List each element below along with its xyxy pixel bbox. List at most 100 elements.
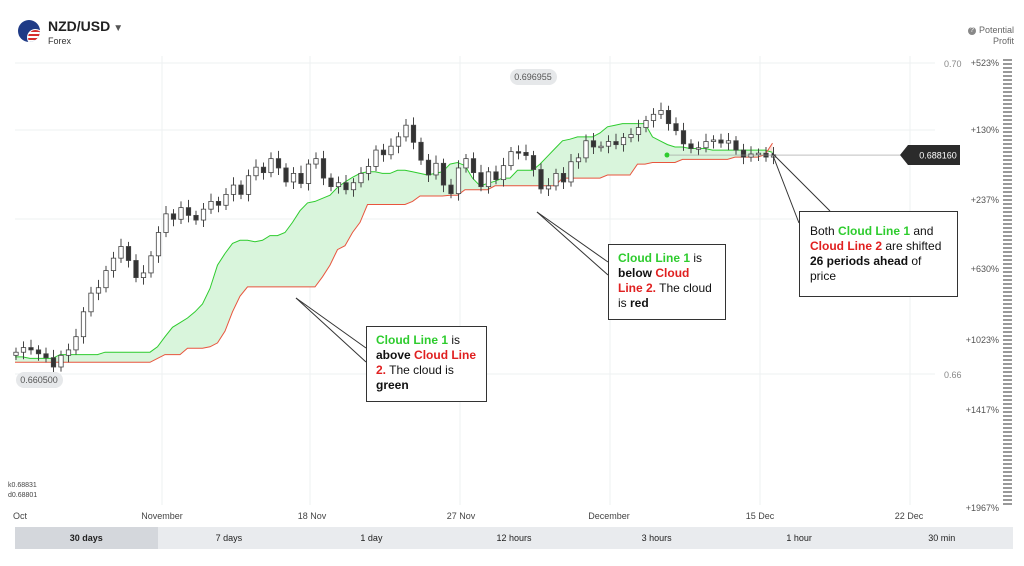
cloud-segment — [82, 354, 90, 363]
tab-30-min[interactable]: 30 min — [928, 533, 956, 543]
cloud-segment — [292, 210, 300, 287]
cloud-segment — [67, 354, 75, 363]
candle — [20, 347, 27, 353]
candle — [650, 113, 657, 121]
candle — [133, 260, 139, 278]
cloud-segment — [217, 253, 225, 343]
candle — [28, 347, 34, 351]
cloud-segment — [240, 240, 248, 297]
cloud-segment — [375, 171, 383, 205]
candle — [448, 184, 454, 195]
x-axis-label: 18 Nov — [298, 511, 327, 521]
candle — [230, 184, 237, 195]
cloud-segment — [315, 198, 323, 287]
cloud-segment — [135, 352, 143, 363]
tab-3-hours[interactable]: 3 hours — [641, 533, 672, 543]
x-axis-label: December — [588, 511, 630, 521]
y-price-tick: 0.66 — [944, 370, 962, 380]
cloud-segment — [405, 170, 413, 205]
current-price-label: 0.688160 — [919, 151, 957, 161]
tab-30-days[interactable]: 30 days — [15, 527, 158, 549]
candle — [635, 127, 642, 135]
cloud-segment — [90, 354, 98, 363]
cloud-segment — [210, 265, 218, 347]
instrument-category: Forex — [48, 36, 72, 46]
cloud-segment — [97, 352, 105, 363]
pointer-shift-a — [771, 152, 800, 224]
y-profit-tick: +523% — [971, 58, 999, 68]
nzd-usd-flag-icon — [18, 20, 40, 42]
cloud-segment — [345, 177, 353, 246]
candle — [193, 214, 199, 221]
potential-profit-line1: Potential — [978, 25, 1014, 35]
candle — [13, 351, 19, 356]
pointer-green-b — [295, 297, 367, 363]
callout-green-cloud: Cloud Line 1 is above Cloud Line 2. The … — [366, 326, 487, 402]
instrument-selector[interactable]: NZD/USD ▼ — [48, 18, 123, 34]
timeframe-tabs: 30 days 7 days 1 day 12 hours 3 hours 1 … — [15, 527, 1013, 549]
cloud-segment — [195, 304, 203, 349]
x-axis-label: November — [141, 511, 183, 521]
candle — [148, 255, 154, 274]
cloud-segment — [262, 235, 270, 287]
candle — [58, 354, 64, 368]
tab-12-hours[interactable]: 12 hours — [496, 533, 532, 543]
candle — [118, 246, 124, 259]
candle — [493, 171, 499, 181]
candle — [335, 182, 342, 188]
cloud-segment — [577, 136, 585, 179]
candle — [500, 165, 507, 181]
candle — [718, 139, 724, 144]
candle — [613, 141, 619, 146]
candle — [643, 120, 649, 128]
candle — [560, 173, 567, 183]
current-price-tag — [900, 145, 960, 166]
cloud-segment — [622, 123, 630, 175]
candle — [733, 140, 739, 151]
low-bubble-label: 0.660500 — [20, 375, 58, 385]
potential-profit-label[interactable]: ? Potential Profit — [967, 25, 1014, 47]
context-value-2: d0.68801 — [8, 492, 38, 499]
cloud-segment — [165, 327, 173, 355]
cloud-segment — [397, 170, 405, 205]
cloud-segment — [390, 170, 398, 205]
cloud-segment — [225, 243, 233, 332]
candle — [290, 173, 297, 183]
pointer-red-b — [536, 211, 609, 276]
cloud-segment — [232, 240, 240, 312]
candle — [575, 157, 582, 163]
cloud-segment — [480, 183, 488, 190]
question-icon: ? — [967, 26, 976, 35]
candle — [358, 173, 364, 184]
cloud-segment — [180, 318, 188, 355]
candle — [328, 177, 334, 188]
y-price-tick: 0.70 — [944, 59, 962, 69]
high-bubble-label: 0.696955 — [514, 72, 552, 82]
candle — [50, 357, 57, 368]
candle — [373, 149, 379, 167]
cloud-segment — [15, 356, 23, 363]
candle — [380, 149, 387, 156]
candle — [208, 200, 214, 210]
cloud-segment — [127, 352, 135, 363]
candle — [320, 158, 327, 179]
cloud-segment — [247, 240, 255, 287]
x-axis-label: 15 Dec — [746, 511, 775, 521]
tab-1-day[interactable]: 1 day — [360, 533, 383, 543]
candle — [740, 149, 747, 158]
cloud-segment — [150, 346, 158, 363]
candle — [125, 246, 132, 261]
current-price-dot — [664, 152, 670, 158]
candle — [515, 151, 522, 154]
y-profit-tick: +237% — [971, 195, 999, 205]
tab-7-days[interactable]: 7 days — [215, 533, 243, 543]
candle — [245, 175, 252, 195]
x-axis-label: 22 Dec — [895, 511, 924, 521]
cloud-segment — [285, 222, 293, 287]
cloud-segment — [427, 173, 435, 196]
tab-1-hour[interactable]: 1 hour — [786, 533, 812, 543]
y-profit-tick: +630% — [971, 264, 999, 274]
candle — [530, 155, 537, 170]
x-axis-label: Oct — [13, 511, 28, 521]
candle — [478, 172, 484, 188]
